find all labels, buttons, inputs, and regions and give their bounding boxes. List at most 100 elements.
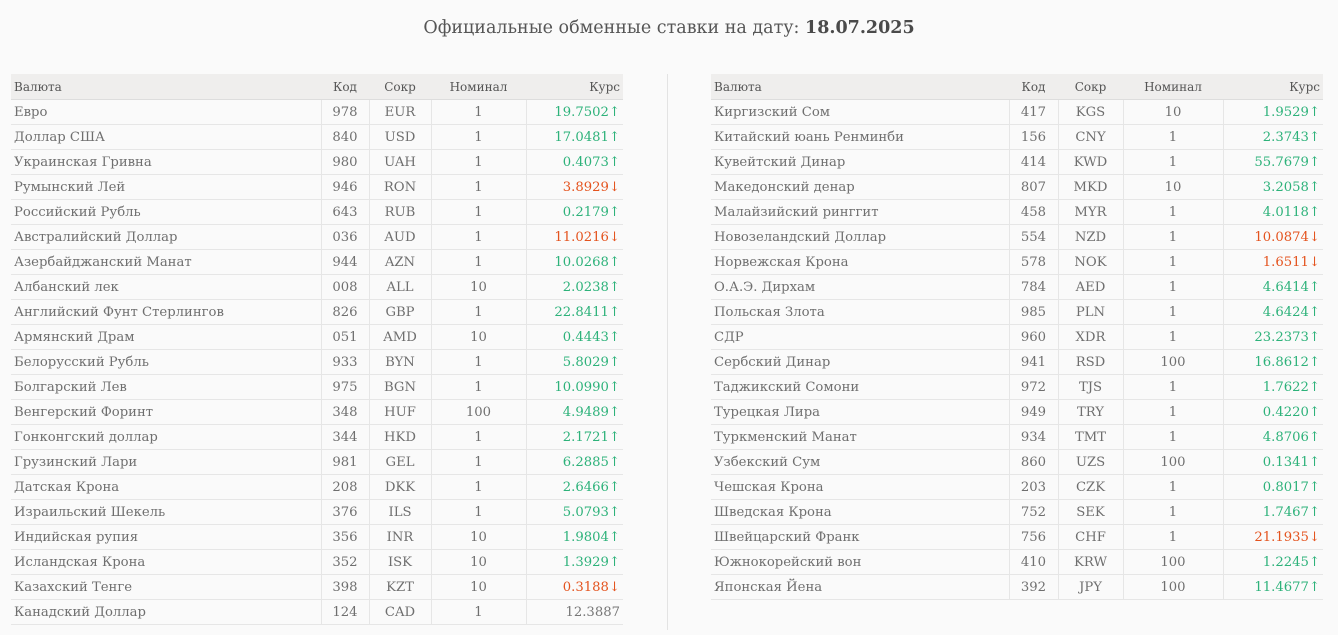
- currency-rate: 2.3743↑: [1222, 124, 1323, 150]
- currency-nominal: 1: [430, 424, 526, 450]
- currency-short: NOK: [1057, 249, 1123, 275]
- arrow-down-icon: ↓: [1308, 529, 1320, 545]
- table-row: Швейцарский Франк 756 CHF 1 21.1935↓: [711, 524, 1323, 550]
- table-row: Индийская рупия 356 INR 10 1.9804↑: [11, 524, 623, 550]
- table-row: Австралийский Доллар 036 AUD 1 11.0216↓: [11, 224, 623, 250]
- currency-short: HKD: [368, 424, 431, 450]
- currency-rate: 55.7679↑: [1222, 149, 1323, 175]
- arrow-up-icon: ↑: [608, 154, 620, 170]
- currency-code: 826: [320, 299, 369, 325]
- table-row: Грузинский Лари 981 GEL 1 6.2885↑: [11, 449, 623, 475]
- rate-value: 4.6414: [1262, 279, 1309, 295]
- currency-short: GBP: [368, 299, 431, 325]
- currency-code: 008: [320, 274, 369, 300]
- currency-nominal: 1: [430, 199, 526, 225]
- column-header-currency: Валюта: [11, 74, 321, 100]
- currency-name: Казахский Тенге: [11, 574, 321, 600]
- currency-code: 949: [1008, 399, 1058, 425]
- currency-nominal: 1: [430, 599, 526, 625]
- currency-name: Чешская Крона: [711, 474, 1009, 500]
- currency-rate: 4.8706↑: [1222, 424, 1323, 450]
- rate-value: 5.0793: [562, 504, 609, 520]
- currency-code: 860: [1008, 449, 1058, 475]
- rate-value: 4.8706: [1262, 429, 1309, 445]
- table-row: Румынский Лей 946 RON 1 3.8929↓: [11, 174, 623, 200]
- table-row: Таджикский Сомони 972 TJS 1 1.7622↑: [711, 374, 1323, 400]
- currency-nominal: 1: [1122, 324, 1223, 350]
- currency-nominal: 10: [1122, 174, 1223, 200]
- currency-nominal: 10: [430, 574, 526, 600]
- table-row: Малайзийский ринггит 458 MYR 1 4.0118↑: [711, 199, 1323, 225]
- currency-short: CHF: [1057, 524, 1123, 550]
- currency-rate: 17.0481↑: [525, 124, 623, 150]
- currency-short: HUF: [368, 399, 431, 425]
- currency-short: DKK: [368, 474, 431, 500]
- currency-short: BGN: [368, 374, 431, 400]
- table-row: Доллар США 840 USD 1 17.0481↑: [11, 124, 623, 150]
- currency-name: Южнокорейский вон: [711, 549, 1009, 575]
- currency-short: JPY: [1057, 574, 1123, 600]
- currency-name: Румынский Лей: [11, 174, 321, 200]
- table-row: Норвежская Крона 578 NOK 1 1.6511↓: [711, 249, 1323, 275]
- rate-value: 2.1721: [562, 429, 609, 445]
- currency-rate: 23.2373↑: [1222, 324, 1323, 350]
- currency-rate: 4.9489↑: [525, 399, 623, 425]
- currency-code: 578: [1008, 249, 1058, 275]
- currency-short: EUR: [368, 99, 431, 125]
- currency-code: 352: [320, 549, 369, 575]
- currency-short: UZS: [1057, 449, 1123, 475]
- currency-short: RUB: [368, 199, 431, 225]
- currency-short: AUD: [368, 224, 431, 250]
- currency-short: KRW: [1057, 549, 1123, 575]
- currency-code: 036: [320, 224, 369, 250]
- currency-short: MKD: [1057, 174, 1123, 200]
- table-row: Российский Рубль 643 RUB 1 0.2179↑: [11, 199, 623, 225]
- currency-nominal: 1: [1122, 374, 1223, 400]
- currency-code: 756: [1008, 524, 1058, 550]
- currency-short: RSD: [1057, 349, 1123, 375]
- rates-table-left: Валюта Код Сокр Номинал Курс Евро 978 EUR 1…: [11, 74, 623, 625]
- rate-value: 22.8411: [554, 304, 609, 320]
- table-row: Болгарский Лев 975 BGN 1 10.0990↑: [11, 374, 623, 400]
- currency-nominal: 1: [430, 474, 526, 500]
- currency-code: 840: [320, 124, 369, 150]
- currency-name: Македонский денар: [711, 174, 1009, 200]
- arrow-up-icon: ↑: [1308, 429, 1320, 445]
- currency-name: СДР: [711, 324, 1009, 350]
- rate-value: 1.2245: [1262, 554, 1309, 570]
- arrow-up-icon: ↑: [608, 479, 620, 495]
- table-row: Казахский Тенге 398 KZT 10 0.3188↓: [11, 574, 623, 600]
- currency-short: KZT: [368, 574, 431, 600]
- currency-code: 203: [1008, 474, 1058, 500]
- arrow-up-icon: ↑: [608, 254, 620, 270]
- rate-value: 21.1935: [1254, 529, 1309, 545]
- arrow-up-icon: ↑: [608, 529, 620, 545]
- currency-name: Швейцарский Франк: [711, 524, 1009, 550]
- currency-short: BYN: [368, 349, 431, 375]
- currency-short: TMT: [1057, 424, 1123, 450]
- table-row: Английский Фунт Стерлингов 826 GBP 1 22.8411…: [11, 299, 623, 325]
- currency-short: USD: [368, 124, 431, 150]
- table-row: Канадский Доллар 124 CAD 1 12.3887: [11, 599, 623, 625]
- currency-nominal: 1: [1122, 199, 1223, 225]
- currency-short: UAH: [368, 149, 431, 175]
- currency-code: 981: [320, 449, 369, 475]
- currency-code: 414: [1008, 149, 1058, 175]
- arrow-up-icon: ↑: [608, 554, 620, 570]
- rate-value: 19.7502: [554, 104, 609, 120]
- currency-short: NZD: [1057, 224, 1123, 250]
- arrow-down-icon: ↓: [608, 179, 620, 195]
- currency-rate: 2.1721↑: [525, 424, 623, 450]
- currency-rate: 1.7467↑: [1222, 499, 1323, 525]
- currency-rate: 4.0118↑: [1222, 199, 1323, 225]
- rate-value: 4.0118: [1262, 204, 1309, 220]
- rate-date: 18.07.2025: [805, 18, 915, 38]
- currency-code: 392: [1008, 574, 1058, 600]
- rate-value: 10.0874: [1254, 229, 1309, 245]
- rate-value: 10.0268: [554, 254, 609, 270]
- arrow-up-icon: ↑: [1308, 329, 1320, 345]
- arrow-up-icon: ↑: [1308, 579, 1320, 595]
- currency-name: Польская Злота: [711, 299, 1009, 325]
- rate-value: 17.0481: [554, 129, 609, 145]
- currency-code: 980: [320, 149, 369, 175]
